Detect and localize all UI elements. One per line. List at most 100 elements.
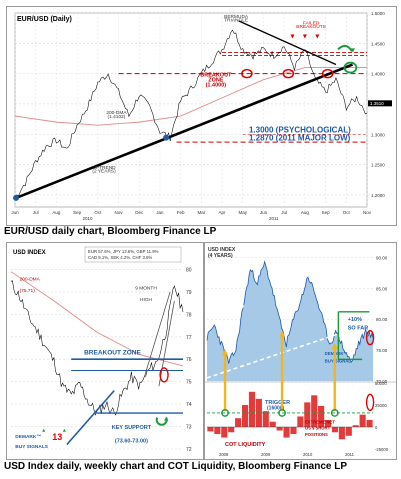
y-tick-label: 1.4000 (371, 72, 385, 77)
y-tick-label: 25000 (375, 403, 387, 408)
cot-bar (290, 427, 297, 435)
green-arrow-head (164, 416, 169, 421)
last-value-tag (368, 100, 392, 107)
annotation-uptrend: UPTREND (92, 165, 116, 171)
green-arrow (337, 44, 353, 52)
y-tick-label: 1.5000 (371, 11, 385, 16)
annotation-breakout-zone: BREAKOUT ZONE (84, 350, 141, 357)
plot-area (11, 247, 183, 449)
annotation-13: +13% (277, 291, 298, 300)
uptrend-line (66, 390, 115, 446)
demark-marker (42, 428, 46, 432)
x-tick-label: Jan (156, 210, 164, 215)
trigger-circle (330, 409, 339, 417)
uptrend-touch-point (13, 194, 20, 201)
annotation-200dma: (75.71) (20, 288, 36, 294)
cot-bar (269, 421, 276, 427)
caption-top: EUR/USD daily chart, Bloomberg Finance L… (4, 226, 217, 237)
cot-bar (318, 405, 325, 427)
annotation-27: +27% (223, 301, 244, 310)
y-tick-label: 1.4500 (371, 41, 385, 46)
x-tick-label: Jun (260, 210, 268, 215)
y-tick-label: 76 (186, 357, 192, 363)
legend-box (84, 246, 182, 263)
y-tick-label: 50000 (375, 381, 387, 386)
cot-bar (345, 427, 352, 436)
annotation-key-support: KEY SUPPORT (112, 425, 152, 431)
y-tick-label: 85.00 (376, 286, 388, 291)
cot-bar (262, 411, 269, 427)
annotation-demark: BUY SIGNALS (15, 444, 48, 450)
uptrend-line (15, 63, 353, 200)
cot-bar (241, 405, 249, 427)
y-tick-label: 80.00 (376, 317, 388, 322)
annotation-extreme: EXTREME NET (305, 419, 335, 424)
eurusd-chart: 1.50001.45001.40001.35001.30001.25001.20… (11, 11, 392, 221)
annotation-extreme: POSITIONS (305, 432, 328, 437)
x-tick-label: 2010 (303, 452, 313, 457)
uptrend-touch-point (163, 134, 170, 141)
y-tick-label: 90.00 (376, 255, 388, 260)
y-tick-label: 1.2000 (371, 193, 385, 198)
y-tick-label: 74 (186, 402, 192, 408)
cot-bar (331, 427, 339, 433)
annotation-demark: DEMARK™ (325, 351, 348, 356)
y-tick-label: 1.3000 (371, 132, 385, 137)
breakout-circle (321, 68, 334, 79)
cot-bar (352, 425, 359, 427)
cot-bar (214, 427, 221, 435)
annotation-cot: COT LIQUIDITY (225, 442, 266, 448)
cot-bar (248, 391, 256, 427)
y-tick-label: 73 (186, 425, 192, 431)
x-tick-label: Aug (301, 210, 310, 215)
green-arrow-head (350, 48, 356, 53)
annotation-200dma: 200-DMA (20, 277, 41, 283)
failed-breakout-marker (315, 34, 320, 39)
legend-line: EUR 57.6%, JPY 13.6%, GBP 11.9% (88, 249, 159, 254)
x-tick-label: Nov (363, 210, 372, 215)
annotation-2011-low: 1.2870 (2011 MAJOR LOW) (249, 133, 351, 142)
cot-bar (366, 419, 373, 427)
annotation-bermuda: TRIANGLE (224, 17, 248, 23)
yellow-arrow-head (331, 342, 338, 349)
trigger-circle (221, 409, 229, 417)
retest-circle (343, 61, 358, 74)
triangle-line (158, 300, 175, 387)
x-tick-label: Nov (115, 210, 124, 215)
failed-breakout-marker (290, 34, 295, 39)
triangle-line (143, 291, 171, 378)
x-tick-label: Oct (94, 210, 102, 215)
annotation-bermuda: BERMUDA (224, 14, 249, 20)
cot-bar (228, 427, 235, 433)
y-tick-label: 80 (186, 267, 192, 273)
y-tick-label: 75 (186, 380, 192, 386)
cot-bar (283, 427, 290, 438)
x-tick-label: Sep (322, 210, 331, 215)
x-tick-label: May (239, 210, 248, 215)
area-fill (207, 261, 373, 381)
cot-bar (235, 418, 242, 427)
annotation-psychological: 1.3000 (PSYCHOLOGICAL) (249, 125, 351, 134)
y-tick-label: 0 (375, 425, 378, 430)
cot-bar (338, 427, 345, 440)
y-tick-label: 78 (186, 312, 192, 318)
legend-line: CAD 9.1%, SEK 4.2%, CHF 3.6% (88, 255, 152, 260)
triangle-line (238, 20, 337, 66)
chart-title: USD INDEX (208, 247, 236, 253)
x-tick-label: Jun (11, 210, 19, 215)
annotation-breakout-zone: (1.4000) (206, 82, 227, 88)
breakout-circle (241, 68, 253, 79)
annotation-200dma: (1.4102) (108, 114, 126, 120)
annotation-demark: DEMARK™ (15, 434, 41, 440)
cot-bar (297, 416, 304, 427)
cot-bar (221, 427, 228, 438)
annotation-failed: BREAKOUTS (296, 24, 326, 30)
annotation-9month: 9 MONTH (135, 286, 157, 292)
annotation-10: +10% (348, 317, 362, 323)
cot-bar (359, 414, 366, 427)
x-tick-label: Jul (281, 210, 287, 215)
annotation-extreme: US $ SHORT (305, 426, 331, 431)
x-tick-label: Mar (197, 210, 205, 215)
usd-index-daily-chart: 80 79 78 77 76 75 74 73 72 BREAKOUT ZONE KEY SUPPO… (10, 246, 192, 453)
x-tick-label: Sep (73, 210, 82, 215)
